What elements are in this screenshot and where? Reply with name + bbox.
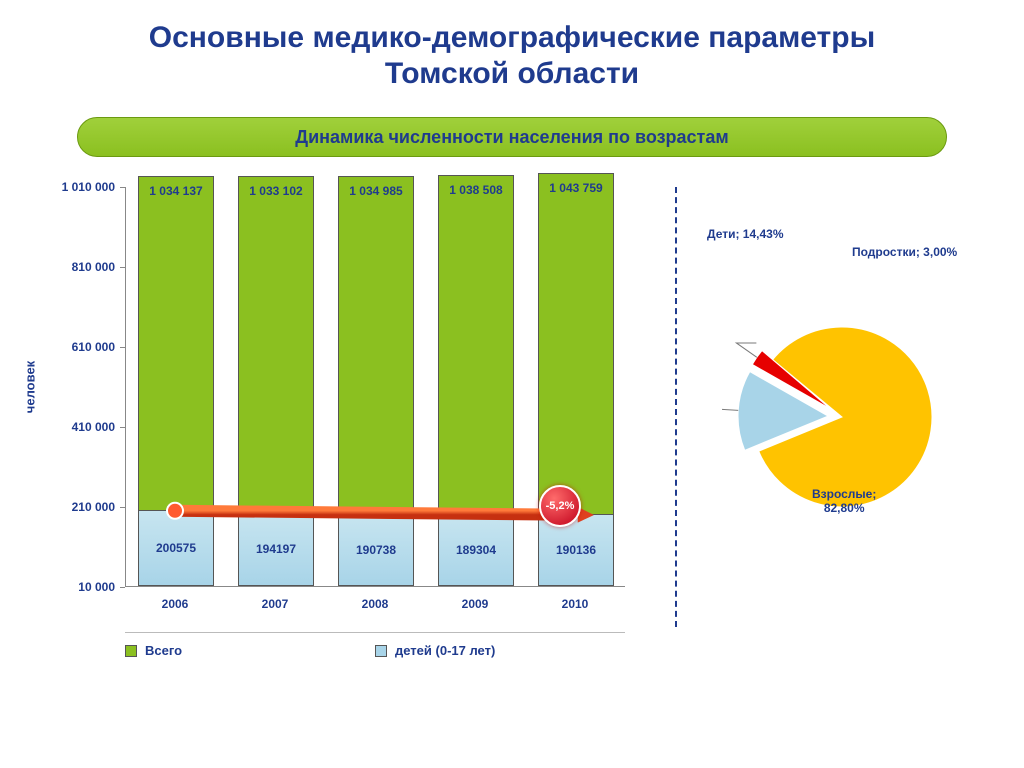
y-tick-label: 410 000 xyxy=(20,420,115,434)
x-tick-label: 2010 xyxy=(537,597,613,611)
legend-label-total: Всего xyxy=(145,643,182,658)
pie-label-teens: Подростки; 3,00% xyxy=(852,245,957,259)
y-tick-mark xyxy=(120,587,125,588)
bar-group: 1 034 985 190738 xyxy=(338,186,414,586)
bar-total xyxy=(438,175,514,515)
bar-label-total: 1 034 137 xyxy=(138,184,214,198)
bar-group: 1 034 137 200575 xyxy=(138,186,214,586)
bar-label-children: 200575 xyxy=(156,541,196,555)
bar-chart: человек 1 034 1372005751 033 1021941971 … xyxy=(20,187,640,627)
bar-group: 1 033 102 194197 xyxy=(238,186,314,586)
bar-label-total: 1 034 985 xyxy=(338,184,414,198)
y-tick-label: 210 000 xyxy=(20,500,115,514)
bar-label-total: 1 033 102 xyxy=(238,184,314,198)
bar-children: 189304 xyxy=(438,514,514,586)
x-tick-label: 2008 xyxy=(337,597,413,611)
title-line1: Основные медико-демографические параметр… xyxy=(149,21,875,54)
swatch-total xyxy=(125,645,137,657)
pie-label-adults: Взрослые;82,80% xyxy=(812,487,876,516)
y-tick-label: 10 000 xyxy=(20,580,115,594)
bar-children: 190738 xyxy=(338,514,414,586)
bar-group: 1 043 759190136 xyxy=(538,186,614,586)
x-tick-label: 2006 xyxy=(137,597,213,611)
pie-leader xyxy=(736,343,756,357)
y-tick-label: 1 010 000 xyxy=(20,180,115,194)
bar-label-children: 194197 xyxy=(256,542,296,556)
title-line2: Томской области xyxy=(385,57,639,90)
bar-group: 1 038 508 189304 xyxy=(438,186,514,586)
bar-label-children: 190136 xyxy=(556,543,596,557)
x-tick-label: 2007 xyxy=(237,597,313,611)
bar-total xyxy=(238,176,314,512)
bar-total xyxy=(138,176,214,510)
swatch-children xyxy=(375,645,387,657)
legend-label-children: детей (0-17 лет) xyxy=(395,643,495,658)
bar-children: 194197 xyxy=(238,512,314,586)
bar-label-total: 1 043 759 xyxy=(538,181,614,195)
bar-total xyxy=(538,173,614,514)
bar-children: 200575 xyxy=(138,510,214,586)
legend-item-children: детей (0-17 лет) xyxy=(375,643,625,658)
page-title: Основные медико-демографические параметр… xyxy=(0,0,1024,102)
y-tick-label: 610 000 xyxy=(20,340,115,354)
y-tick-mark xyxy=(120,507,125,508)
y-tick-label: 810 000 xyxy=(20,260,115,274)
pie-leader xyxy=(722,409,738,411)
subtitle-text: Динамика численности населения по возрас… xyxy=(295,127,728,148)
y-axis-label: человек xyxy=(23,361,38,413)
legend: Всего детей (0-17 лет) xyxy=(125,632,625,658)
bar-children: 190136 xyxy=(538,514,614,586)
vertical-divider xyxy=(675,187,677,627)
x-tick-label: 2009 xyxy=(437,597,513,611)
legend-item-total: Всего xyxy=(125,643,375,658)
y-tick-mark xyxy=(120,267,125,268)
pie-chart: Дети; 14,43% Подростки; 3,00% Взрослые;82,… xyxy=(702,187,982,627)
y-tick-mark xyxy=(120,187,125,188)
percent-badge: -5,2% xyxy=(539,485,581,527)
bar-label-children: 189304 xyxy=(456,543,496,557)
y-tick-mark xyxy=(120,347,125,348)
bar-total xyxy=(338,176,414,514)
pie-label-children: Дети; 14,43% xyxy=(707,227,784,241)
bar-label-total: 1 038 508 xyxy=(438,183,514,197)
bar-label-children: 190738 xyxy=(356,543,396,557)
y-tick-mark xyxy=(120,427,125,428)
content-row: человек 1 034 1372005751 033 1021941971 … xyxy=(0,187,1024,627)
subtitle-pill: Динамика численности населения по возрас… xyxy=(77,117,947,157)
plot-area: 1 034 1372005751 033 1021941971 034 9851… xyxy=(125,187,625,587)
